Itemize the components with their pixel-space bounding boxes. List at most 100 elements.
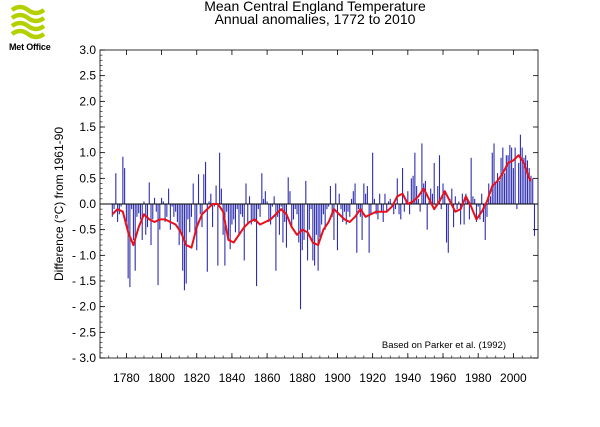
- bar: [136, 204, 138, 217]
- bar: [169, 204, 171, 230]
- bar-series: [111, 134, 536, 310]
- bar: [479, 204, 481, 220]
- bar: [430, 188, 432, 204]
- bar: [336, 204, 339, 251]
- bar: [291, 204, 293, 228]
- bar: [113, 204, 115, 210]
- bar: [416, 186, 418, 204]
- bar: [358, 204, 360, 210]
- bar: [370, 204, 372, 215]
- bar: [176, 204, 178, 222]
- bar: [148, 182, 150, 204]
- bar: [275, 204, 277, 271]
- bar: [278, 204, 280, 235]
- bar: [259, 204, 261, 217]
- bar: [233, 204, 235, 220]
- bar: [495, 183, 497, 204]
- bar: [328, 204, 330, 207]
- bar: [215, 185, 217, 204]
- bar: [155, 204, 157, 212]
- bar: [423, 183, 425, 204]
- bar: [526, 160, 528, 204]
- bar: [319, 204, 321, 238]
- bar: [372, 152, 374, 204]
- bar: [222, 204, 224, 235]
- bar: [472, 196, 474, 204]
- bar: [482, 204, 485, 222]
- bar: [421, 143, 423, 204]
- bar: [238, 204, 240, 235]
- bar: [511, 147, 513, 204]
- bar: [192, 183, 194, 204]
- bar: [277, 204, 279, 217]
- bar: [433, 162, 435, 204]
- bar: [403, 204, 405, 212]
- y-tick-label: - 0.5: [72, 223, 96, 237]
- bar: [419, 204, 421, 212]
- bar: [252, 204, 254, 220]
- bar: [521, 147, 523, 204]
- bar: [345, 204, 347, 225]
- bar: [180, 204, 182, 235]
- bar: [333, 204, 335, 240]
- bar: [115, 173, 117, 204]
- bar: [437, 186, 439, 204]
- x-axis: 1780 1800 1820 1840 1860 1880 1900 1920 1940 1960…: [99, 50, 532, 385]
- bar: [351, 198, 353, 204]
- bar: [282, 204, 284, 243]
- x-tick-label: 1980: [465, 371, 492, 385]
- bar: [317, 204, 319, 271]
- bar: [530, 175, 532, 204]
- bar: [463, 204, 465, 225]
- bar: [460, 204, 462, 225]
- bar: [139, 204, 141, 220]
- bar: [312, 204, 314, 261]
- bar: [505, 155, 507, 204]
- bar: [393, 204, 395, 215]
- bar: [394, 204, 397, 210]
- bar: [199, 204, 201, 215]
- bar: [138, 204, 140, 214]
- bar: [229, 204, 231, 250]
- bar: [407, 191, 409, 204]
- bar: [481, 193, 483, 204]
- bar: [500, 157, 502, 204]
- bar: [206, 204, 208, 272]
- y-tick-label: - 1.0: [72, 248, 96, 262]
- bar: [347, 204, 349, 212]
- bar: [454, 196, 456, 204]
- bar: [356, 204, 358, 253]
- bar: [396, 178, 398, 204]
- bar: [301, 204, 303, 251]
- bar: [219, 152, 221, 204]
- x-tick-label: 1860: [254, 371, 281, 385]
- bar: [447, 204, 449, 253]
- bar: [124, 168, 126, 204]
- y-tick-label: - 2.5: [72, 325, 96, 339]
- y-tick-label: - 1.5: [72, 274, 96, 288]
- bar: [250, 204, 252, 225]
- bar: [368, 204, 370, 253]
- x-tick-label: 1900: [324, 371, 351, 385]
- bar: [533, 204, 536, 236]
- x-tick-label: 1880: [289, 371, 316, 385]
- bar: [324, 204, 326, 230]
- bar: [315, 204, 317, 235]
- bar: [354, 183, 356, 204]
- bar: [171, 204, 173, 207]
- bar: [461, 193, 463, 204]
- bar: [379, 193, 381, 204]
- bar: [386, 204, 388, 212]
- bar: [264, 191, 266, 204]
- bar: [438, 155, 441, 204]
- y-tick-label: - 3.0: [72, 351, 96, 365]
- bar: [426, 204, 428, 230]
- bar: [287, 177, 289, 204]
- y-tick-label: 0.0: [79, 197, 96, 211]
- bar: [268, 204, 270, 222]
- bar: [382, 204, 384, 222]
- bar: [161, 197, 163, 204]
- bar: [141, 204, 143, 240]
- y-tick-label: - 2.0: [72, 300, 96, 314]
- bar: [205, 161, 207, 204]
